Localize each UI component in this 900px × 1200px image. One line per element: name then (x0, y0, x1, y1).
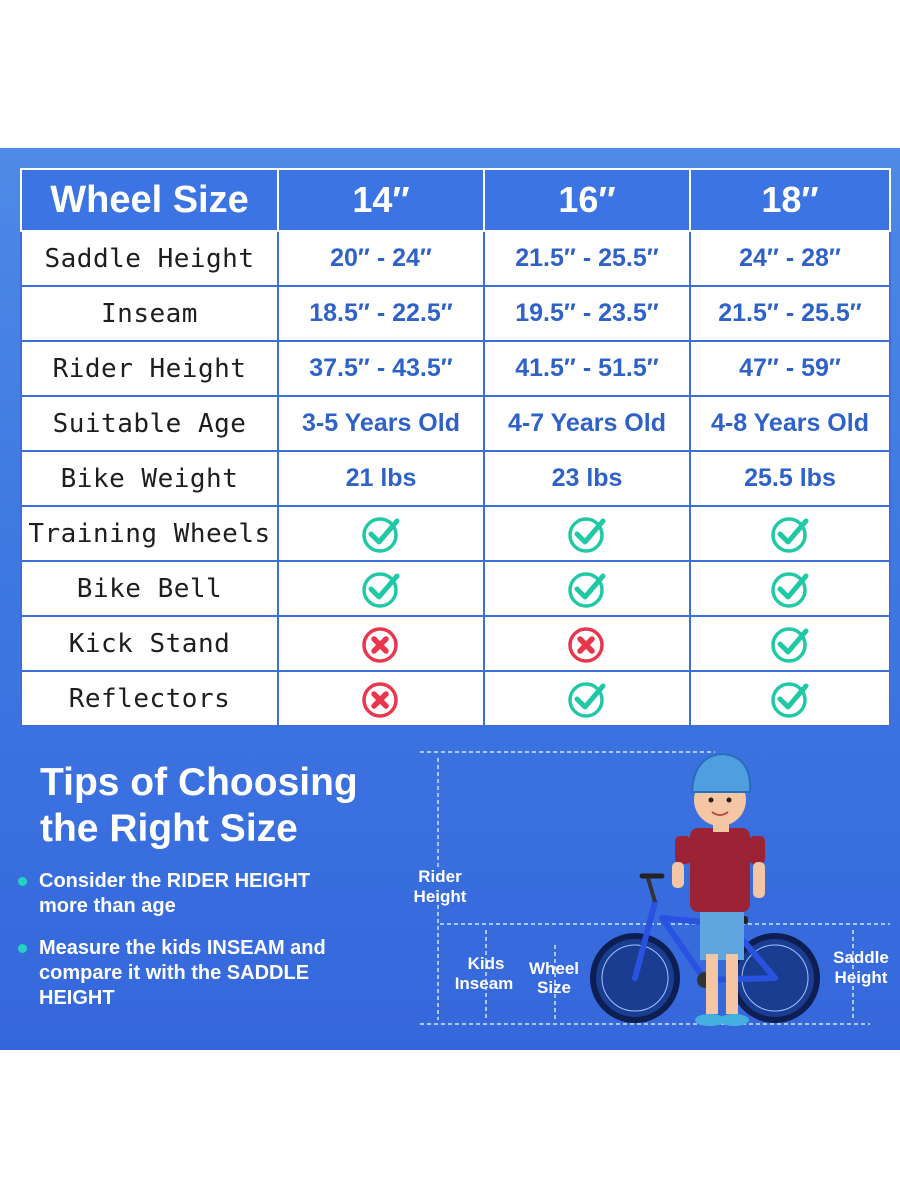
table-cell: 47″ - 59″ (689, 340, 891, 397)
table-cell: 21 lbs (277, 450, 485, 507)
saddle-height-label-2: Height (835, 968, 888, 987)
kids-inseam-label-2: Inseam (455, 974, 514, 993)
header-wheel-size: Wheel Size (20, 168, 279, 232)
table-cell: 24″ - 28″ (689, 230, 891, 287)
table-cell (277, 670, 485, 727)
tip-rider-height: Consider the RIDER HEIGHT more than age (18, 869, 409, 919)
table-row: Kick Stand (20, 615, 891, 672)
tip-inseam: Measure the kids INSEAM and compare it w… (18, 936, 409, 1011)
row-label-bike-bell: Bike Bell (20, 560, 279, 617)
kids-inseam-label-1: Kids (468, 954, 505, 973)
table-cell: 18.5″ - 22.5″ (277, 285, 485, 342)
table-cell: 21.5″ - 25.5″ (483, 230, 691, 287)
table-cell: 3-5 Years Old (277, 395, 485, 452)
check-icon (568, 516, 606, 553)
rider-height-label-1: Rider (418, 867, 462, 886)
table-row: Rider Height 37.5″ - 43.5″ 41.5″ - 51.5″… (20, 340, 891, 397)
check-icon (771, 571, 809, 608)
table-cell (689, 560, 891, 617)
rider-height-label-2: Height (414, 887, 467, 906)
table-cell: 20″ - 24″ (277, 230, 485, 287)
saddle-height-label-1: Saddle (833, 948, 889, 967)
row-label-rider-height: Rider Height (20, 340, 279, 397)
check-icon (771, 681, 809, 718)
table-cell (277, 560, 485, 617)
check-icon (568, 571, 606, 608)
table-row: Inseam 18.5″ - 22.5″ 19.5″ - 23.5″ 21.5″… (20, 285, 891, 342)
table-row: Reflectors (20, 670, 891, 727)
table-row: Training Wheels (20, 505, 891, 562)
check-icon (362, 516, 400, 553)
tip-text: Measure the kids INSEAM and (39, 937, 326, 959)
tip-text: compare it with the SADDLE (39, 962, 310, 984)
tip-text: HEIGHT (39, 987, 115, 1009)
check-icon (568, 681, 606, 718)
header-18: 18″ (689, 168, 891, 232)
bullet-icon (18, 944, 27, 953)
table-row: Saddle Height 20″ - 24″ 21.5″ - 25.5″ 24… (20, 230, 891, 287)
size-chart-table: Wheel Size 14″ 16″ 18″ Saddle Height 20″… (20, 168, 891, 727)
check-icon (771, 626, 809, 663)
row-label-bike-weight: Bike Weight (20, 450, 279, 507)
table-cell (277, 505, 485, 562)
table-cell (277, 615, 485, 672)
table-cell (483, 560, 691, 617)
header-14: 14″ (277, 168, 485, 232)
table-cell (483, 505, 691, 562)
table-cell: 4-7 Years Old (483, 395, 691, 452)
row-label-inseam: Inseam (20, 285, 279, 342)
table-cell (483, 670, 691, 727)
table-row: Bike Bell (20, 560, 891, 617)
table-cell: 23 lbs (483, 450, 691, 507)
table-cell (483, 615, 691, 672)
row-label-saddle-height: Saddle Height (20, 230, 279, 287)
table-row: Bike Weight 21 lbs 23 lbs 25.5 lbs (20, 450, 891, 507)
tip-text: more than age (39, 895, 176, 917)
child-icon (672, 752, 765, 1026)
table-header-row: Wheel Size 14″ 16″ 18″ (20, 168, 891, 232)
row-label-training-wheels: Training Wheels (20, 505, 279, 562)
table-cell: 37.5″ - 43.5″ (277, 340, 485, 397)
row-label-reflectors: Reflectors (20, 670, 279, 727)
cross-icon (362, 681, 398, 718)
wheel-size-label-1: Wheel (529, 959, 579, 978)
cross-icon (568, 626, 604, 663)
tips-title: Tips of Choosing the Right Size (40, 760, 420, 852)
cross-icon (362, 626, 398, 663)
check-icon (771, 516, 809, 553)
table-cell (689, 615, 891, 672)
table-cell (689, 670, 891, 727)
table-cell: 4-8 Years Old (689, 395, 891, 452)
table-cell: 19.5″ - 23.5″ (483, 285, 691, 342)
row-label-suitable-age: Suitable Age (20, 395, 279, 452)
tip-text: Consider the RIDER HEIGHT (39, 870, 311, 892)
table-cell (689, 505, 891, 562)
table-cell: 41.5″ - 51.5″ (483, 340, 691, 397)
table-cell: 25.5 lbs (689, 450, 891, 507)
tips-title-line2: the Right Size (40, 807, 298, 850)
header-16: 16″ (483, 168, 691, 232)
tips-title-line1: Tips of Choosing (40, 761, 358, 804)
bullet-icon (18, 877, 27, 886)
wheel-size-label-2: Size (537, 978, 571, 997)
size-diagram: Rider Height Kids Inseam Wheel Size Sadd… (414, 751, 890, 1026)
table-row: Suitable Age 3-5 Years Old 4-7 Years Old… (20, 395, 891, 452)
check-icon (362, 571, 400, 608)
row-label-kick-stand: Kick Stand (20, 615, 279, 672)
table-cell: 21.5″ - 25.5″ (689, 285, 891, 342)
